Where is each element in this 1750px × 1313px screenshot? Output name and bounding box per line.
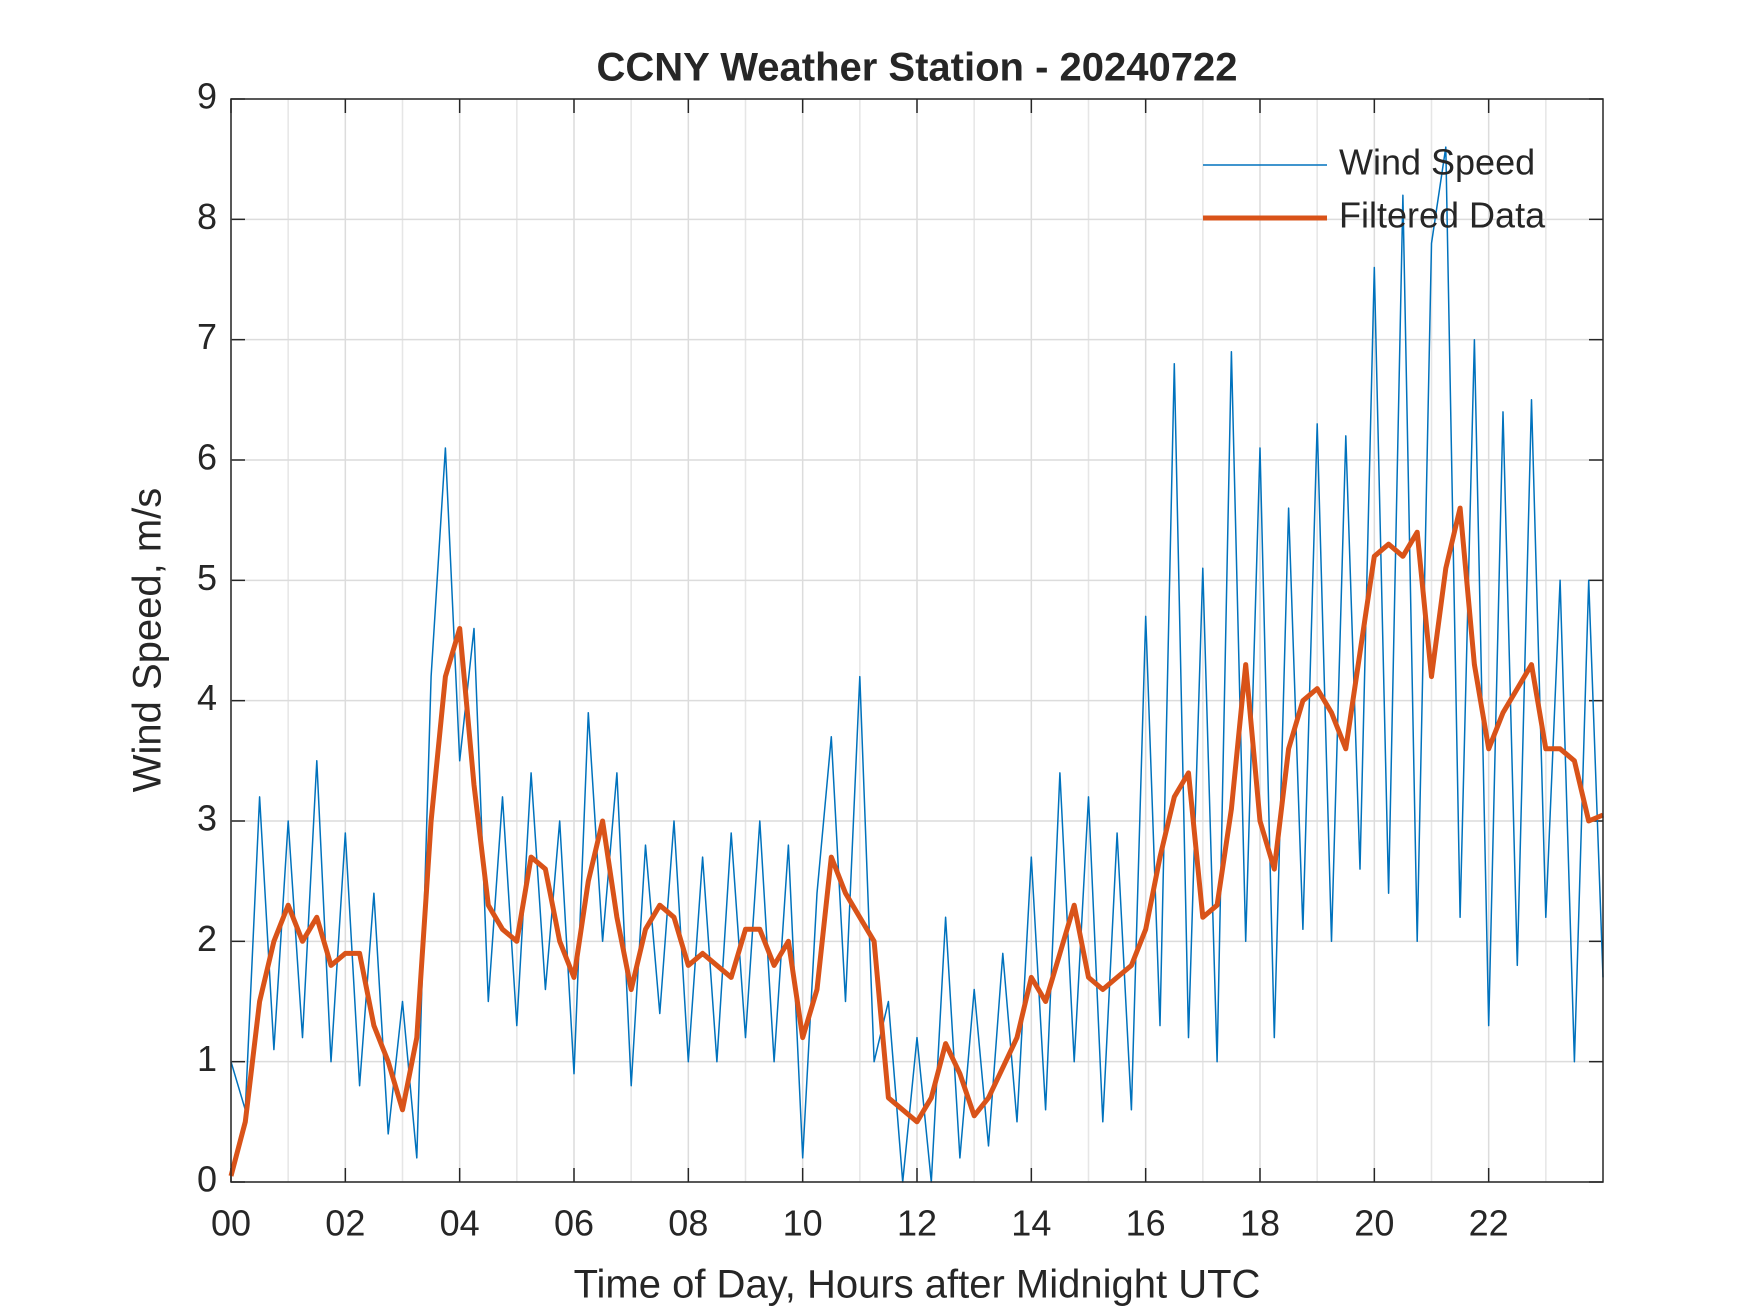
data-line: [230, 146, 1604, 1183]
y-tick-label: 0: [197, 1159, 217, 1200]
y-axis-label: Wind Speed, m/s: [126, 488, 170, 793]
y-tick-label: 3: [197, 798, 217, 839]
y-tick-label: 7: [197, 316, 217, 357]
x-axis-label: Time of Day, Hours after Midnight UTC: [574, 1263, 1261, 1307]
x-tick-label: 16: [1126, 1203, 1166, 1244]
y-tick-label: 5: [197, 557, 217, 598]
y-tick-label: 9: [197, 76, 217, 117]
x-tick-label: 02: [325, 1203, 365, 1244]
x-tick-label: 10: [783, 1203, 823, 1244]
chart-title: CCNY Weather Station - 20240722: [597, 46, 1238, 90]
x-tick-label: 18: [1240, 1203, 1280, 1244]
y-tick-label: 1: [197, 1038, 217, 1079]
x-tick-label: 08: [668, 1203, 708, 1244]
x-tick-label: 20: [1354, 1203, 1394, 1244]
legend-label: Wind Speed: [1339, 142, 1535, 183]
y-tick-label: 2: [197, 918, 217, 959]
x-tick-label: 06: [554, 1203, 594, 1244]
y-tick-label: 6: [197, 437, 217, 478]
plot-frame: [230, 98, 1604, 1183]
legend-label: Filtered Data: [1339, 195, 1546, 236]
x-tick-label: 04: [440, 1203, 480, 1244]
x-tick-label: 14: [1011, 1203, 1051, 1244]
x-tick-label: 12: [897, 1203, 937, 1244]
x-tick-label: 00: [211, 1203, 251, 1244]
y-tick-label: 4: [197, 677, 217, 718]
data-line: [228, 505, 1604, 1177]
y-tick-label: 8: [197, 196, 217, 237]
x-tick-label: 22: [1469, 1203, 1509, 1244]
